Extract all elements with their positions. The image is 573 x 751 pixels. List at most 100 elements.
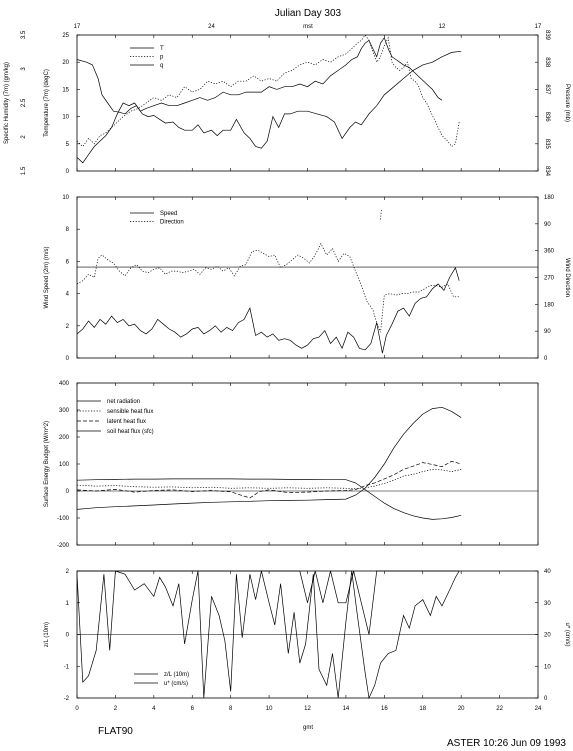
legend-entry: net radiation bbox=[107, 399, 140, 405]
x-tick-label: 14 bbox=[343, 706, 350, 712]
y2-tick-label: 1.5 bbox=[21, 166, 27, 175]
panel-1: 0 5 10 15 20 25 Temperature (7m) (degC) 1.5 2 2.5… bbox=[4, 30, 570, 177]
y-tick-label: -2 bbox=[64, 696, 70, 702]
x-tick-label: 16 bbox=[381, 706, 388, 712]
y-tick-label: 200 bbox=[59, 435, 70, 441]
y2-tick-label: 180 bbox=[544, 195, 555, 201]
y-tick-label: -100 bbox=[57, 516, 70, 522]
y3-tick-label: 835 bbox=[544, 139, 550, 150]
x-tick-label: 18 bbox=[419, 706, 426, 712]
y-tick-label: 8 bbox=[66, 227, 70, 233]
series-line bbox=[76, 469, 462, 490]
legend-entry: latent heat flux bbox=[107, 419, 146, 425]
series-line bbox=[77, 570, 460, 635]
y2-tick-label: 3 bbox=[21, 67, 27, 71]
series-line bbox=[76, 36, 443, 164]
top-tick-label: 12 bbox=[439, 24, 446, 30]
y3-tick-label: 837 bbox=[544, 84, 550, 95]
legend: net radiation sensible heat flux latent he… bbox=[77, 399, 154, 435]
panel-2: 0 2 4 6 8 10 Wind Speed (2m) (m/s) 0 90 180 270 360… bbox=[44, 195, 570, 362]
y-tick-label: 25 bbox=[62, 33, 69, 39]
y2-tick-label: 0 bbox=[544, 696, 548, 702]
y2-tick-label: 180 bbox=[544, 302, 555, 308]
x-tick-label: 6 bbox=[191, 706, 195, 712]
series-line bbox=[380, 208, 382, 220]
legend-entry: u* (cm/s) bbox=[164, 681, 188, 687]
series-line bbox=[76, 478, 462, 520]
top-tick-label: 17 bbox=[74, 24, 81, 30]
y-tick-label: 0 bbox=[66, 356, 70, 362]
y3-tick-label: 834 bbox=[544, 166, 550, 177]
y-tick-label: 10 bbox=[62, 195, 69, 201]
footer-label: ASTER 10:26 Jun 09 1993 bbox=[447, 738, 566, 749]
series-line bbox=[76, 50, 462, 149]
y2-tick-label: 20 bbox=[544, 633, 551, 639]
x-tick-label: 0 bbox=[75, 706, 79, 712]
y-tick-label: 10 bbox=[62, 115, 69, 121]
y2-tick-label: 30 bbox=[544, 601, 551, 607]
y-tick-label: 0 bbox=[66, 169, 70, 175]
series-line bbox=[76, 34, 460, 148]
x-tick-label: 4 bbox=[152, 706, 156, 712]
series-line bbox=[76, 460, 462, 499]
x-tick-label: 2 bbox=[114, 706, 118, 712]
legend-entry: soil heat flux (sfc) bbox=[107, 429, 154, 435]
top-tick-label: 24 bbox=[208, 24, 215, 30]
y3-tick-label: 836 bbox=[544, 112, 550, 123]
y-tick-label: 15 bbox=[62, 87, 69, 93]
legend-entry: sensible heat flux bbox=[107, 409, 153, 415]
y-tick-label: 5 bbox=[66, 142, 70, 148]
top-axis-ticks: 17 24 12 17 bbox=[74, 24, 542, 30]
top-tick-label: 17 bbox=[535, 24, 542, 30]
y2-tick-label: 0 bbox=[544, 356, 548, 362]
y-tick-label: 0 bbox=[66, 633, 70, 639]
x-tick-label: 12 bbox=[304, 706, 311, 712]
y2-tick-label: 270 bbox=[544, 276, 555, 282]
series-line bbox=[76, 570, 460, 700]
y-tick-label: -1 bbox=[64, 664, 70, 670]
y-tick-label: 6 bbox=[66, 259, 70, 265]
legend-entry: Speed bbox=[160, 211, 177, 217]
y-axis-label: z/L (10m) bbox=[44, 622, 50, 647]
y-tick-label: 2 bbox=[66, 324, 70, 330]
y2-tick-label: 360 bbox=[544, 249, 555, 255]
series-line bbox=[76, 242, 460, 333]
y3-tick-label: 838 bbox=[544, 57, 550, 68]
y-tick-label: 400 bbox=[59, 381, 70, 387]
y-tick-label: 100 bbox=[59, 462, 70, 468]
y2-tick-label: 90 bbox=[544, 329, 551, 335]
x-tick-label: 10 bbox=[266, 706, 273, 712]
y-axis-label: Surface Energy Budget (W/m^2) bbox=[44, 421, 50, 507]
x-axis-label: gmt bbox=[303, 725, 313, 731]
y-tick-label: 0 bbox=[66, 489, 70, 495]
y-tick-label: 2 bbox=[66, 569, 70, 575]
y2-axis-label: u* (cm/s) bbox=[564, 623, 570, 647]
y-tick-label: 1 bbox=[66, 601, 70, 607]
y-axis-label: Temperature (7m) (degC) bbox=[44, 69, 50, 137]
station-label: FLAT90 bbox=[98, 726, 133, 737]
y2-tick-label: 2 bbox=[21, 135, 27, 139]
y2-tick-label: 10 bbox=[544, 664, 551, 670]
legend-entry: z/L (10m) bbox=[164, 672, 189, 678]
legend-entry: q bbox=[160, 63, 163, 69]
y-tick-label: 4 bbox=[66, 292, 70, 298]
series-line bbox=[76, 406, 462, 510]
y-tick-label: 20 bbox=[62, 60, 69, 66]
y3-axis-label: Pressure (mb) bbox=[564, 84, 570, 122]
y2-axis-label: Specific Humidity (7m) (gm/kg) bbox=[4, 62, 10, 144]
y2-tick-label: 40 bbox=[544, 569, 551, 575]
legend: Tpq bbox=[130, 46, 164, 69]
x-tick-label: 20 bbox=[458, 706, 465, 712]
legend-entry: p bbox=[160, 55, 164, 61]
legend: Speed Direction bbox=[130, 211, 184, 226]
series-line bbox=[76, 266, 460, 354]
y2-tick-label: 2.5 bbox=[21, 98, 27, 107]
legend-entry: T bbox=[160, 46, 164, 52]
y3-tick-label: 839 bbox=[544, 30, 550, 41]
y2-tick-label: 3.5 bbox=[21, 30, 27, 39]
chart-title: Julian Day 303 bbox=[275, 8, 342, 19]
legend-entry: Direction bbox=[160, 220, 184, 226]
